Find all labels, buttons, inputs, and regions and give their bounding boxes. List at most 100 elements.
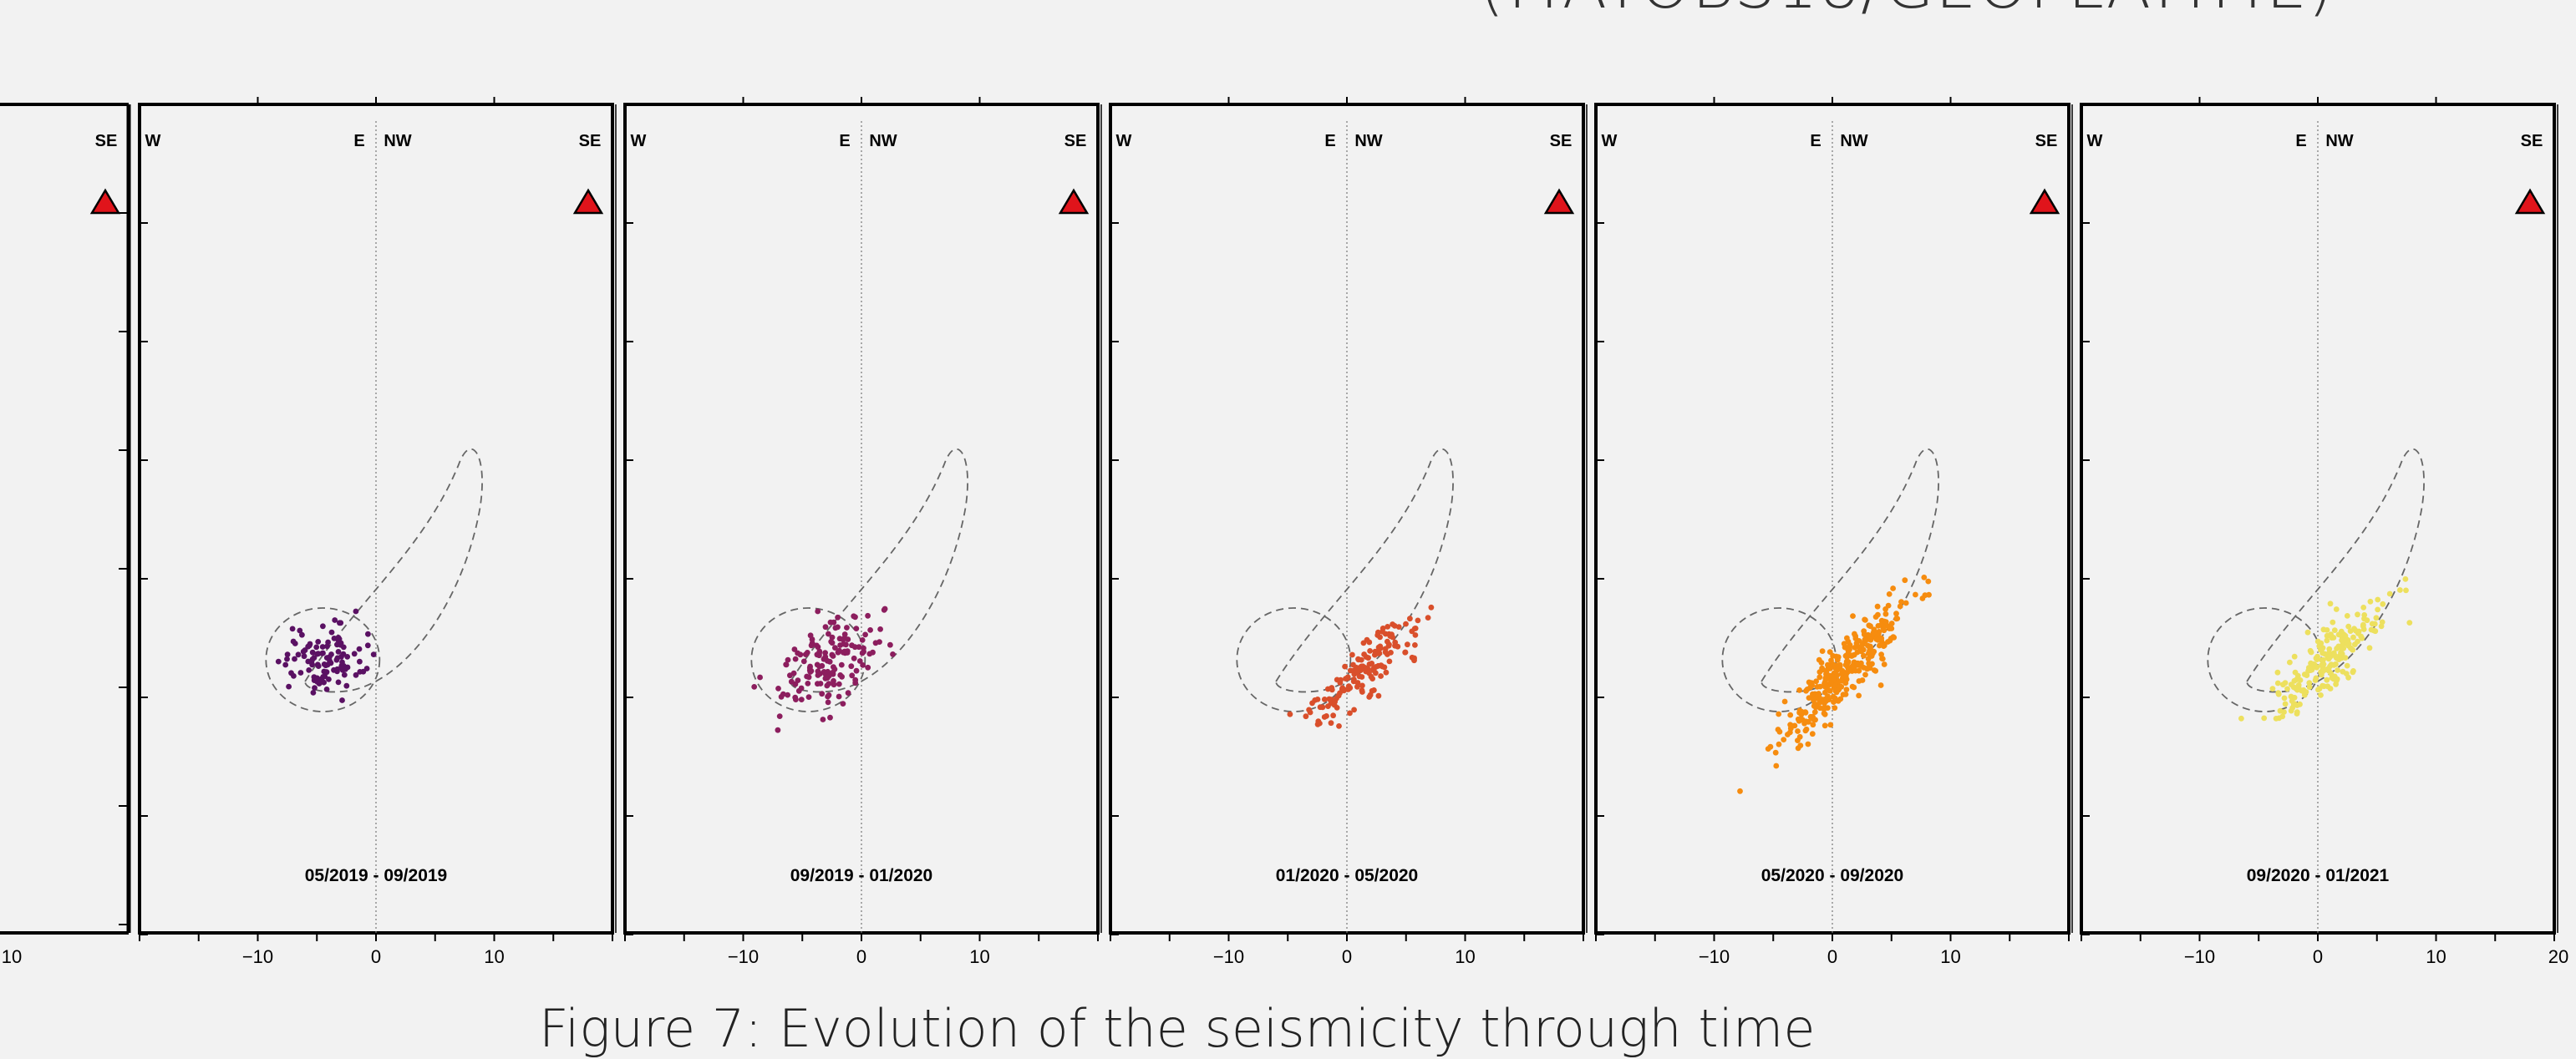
earthquake-point xyxy=(1841,641,1847,647)
earthquake-point xyxy=(323,687,330,692)
volcano-marker xyxy=(1543,188,1575,215)
earthquake-point xyxy=(785,656,791,663)
earthquake-point xyxy=(2314,638,2321,645)
earthquake-point xyxy=(1887,626,1893,631)
earthquake-point xyxy=(887,641,893,648)
earthquake-point xyxy=(1336,723,1342,729)
orientation-label: NW xyxy=(1840,132,1867,150)
earthquake-point xyxy=(1881,661,1888,667)
earthquake-point xyxy=(2361,612,2368,618)
earthquake-point xyxy=(835,649,841,656)
tick-label: 10 xyxy=(2426,946,2446,967)
earthquake-point xyxy=(2294,676,2300,682)
earthquake-point xyxy=(1356,673,1363,680)
earthquake-point xyxy=(2358,633,2365,640)
earthquake-point xyxy=(315,651,322,657)
earthquake-point xyxy=(308,659,315,665)
earthquake-point xyxy=(1859,641,1866,648)
earthquake-point xyxy=(1342,663,1348,670)
earthquake-point xyxy=(2340,631,2347,637)
earthquake-point xyxy=(1379,626,1386,631)
earthquake-point xyxy=(2305,665,2312,671)
earthquake-point xyxy=(1351,707,1357,713)
earthquake-point xyxy=(1287,711,1293,717)
earthquake-point xyxy=(2306,684,2313,690)
earthquake-point xyxy=(1803,726,1810,732)
earthquake-point xyxy=(2291,684,2298,691)
cluster-outline-west xyxy=(1236,607,1352,712)
earthquake-point xyxy=(1821,706,1827,712)
period-label: 01/2020 - 05/2020 xyxy=(1276,866,1418,885)
earthquake-point xyxy=(853,626,860,631)
earthquake-point xyxy=(1872,629,1878,636)
earthquake-point xyxy=(1345,686,1352,692)
earthquake-point xyxy=(1897,603,1903,610)
earthquake-point xyxy=(841,641,847,647)
earthquake-point xyxy=(1867,644,1874,651)
earthquake-point xyxy=(1412,632,1419,638)
earthquake-point xyxy=(1847,641,1853,648)
earthquake-point xyxy=(339,659,345,666)
earthquake-point xyxy=(856,644,862,651)
earthquake-point xyxy=(845,690,851,697)
earthquake-point xyxy=(1864,666,1871,672)
cluster-outline-east xyxy=(304,448,483,693)
earthquake-point xyxy=(1309,700,1315,707)
earthquake-point xyxy=(815,681,821,687)
earthquake-point xyxy=(1372,648,1379,655)
earthquake-point xyxy=(848,663,855,670)
earthquake-point xyxy=(1359,682,1365,689)
earthquake-point xyxy=(1347,710,1353,717)
earthquake-point xyxy=(1893,611,1899,617)
earthquake-point xyxy=(824,675,831,681)
earthquake-point xyxy=(1359,687,1365,693)
earthquake-point xyxy=(2345,674,2352,681)
earthquake-point xyxy=(1344,674,1351,681)
earthquake-point xyxy=(849,672,856,679)
earthquake-point xyxy=(1822,684,1829,690)
earthquake-point xyxy=(804,673,810,680)
earthquake-point xyxy=(2324,676,2330,683)
earthquake-point xyxy=(2274,669,2281,676)
period-label: 09/2020 - 01/2021 xyxy=(2247,866,2390,885)
earthquake-point xyxy=(1851,684,1857,691)
earthquake-point xyxy=(1325,703,1331,709)
earthquake-point xyxy=(1890,585,1897,591)
earthquake-point xyxy=(2334,646,2340,651)
earthquake-point xyxy=(1856,692,1862,699)
earthquake-point xyxy=(2360,623,2366,630)
seismicity-panels: SE 10 −10 0 10 W E NW SE 05/2019 - 09/2019 −10 0 10 W… xyxy=(0,97,2568,967)
earthquake-point xyxy=(1324,713,1329,719)
earthquake-point xyxy=(2314,664,2320,671)
tick-label: −10 xyxy=(1213,946,1244,967)
earthquake-point xyxy=(1385,642,1392,649)
earthquake-point xyxy=(2277,707,2284,714)
earthquake-point xyxy=(284,651,291,657)
earthquake-point xyxy=(1872,614,1879,620)
earthquake-point xyxy=(1425,615,1431,621)
earthquake-point xyxy=(2238,715,2244,722)
earthquake-point xyxy=(827,714,833,721)
earthquake-point xyxy=(1772,749,1779,756)
earthquake-point xyxy=(840,701,846,707)
earthquake-point xyxy=(338,620,344,626)
earthquake-point xyxy=(1407,616,1413,622)
earthquake-point xyxy=(2344,613,2350,619)
earthquake-point xyxy=(1405,641,1410,648)
earthquake-point xyxy=(2334,676,2340,682)
earthquake-point xyxy=(1814,684,1821,690)
earthquake-point xyxy=(1367,692,1374,698)
earthquake-point xyxy=(1811,709,1818,715)
orientation-label: NW xyxy=(1354,132,1382,150)
tick-label: 0 xyxy=(371,946,381,967)
tick-label: 10 xyxy=(1940,946,1960,967)
earthquake-point xyxy=(1894,616,1901,621)
earthquake-point xyxy=(1810,713,1816,720)
earthquake-point xyxy=(2290,701,2297,707)
earthquake-point xyxy=(882,606,888,612)
earthquake-point xyxy=(1795,745,1801,752)
earthquake-point xyxy=(821,656,827,662)
earthquake-point xyxy=(2344,662,2350,669)
earthquake-point xyxy=(1330,712,1336,719)
earthquake-point xyxy=(795,687,802,694)
